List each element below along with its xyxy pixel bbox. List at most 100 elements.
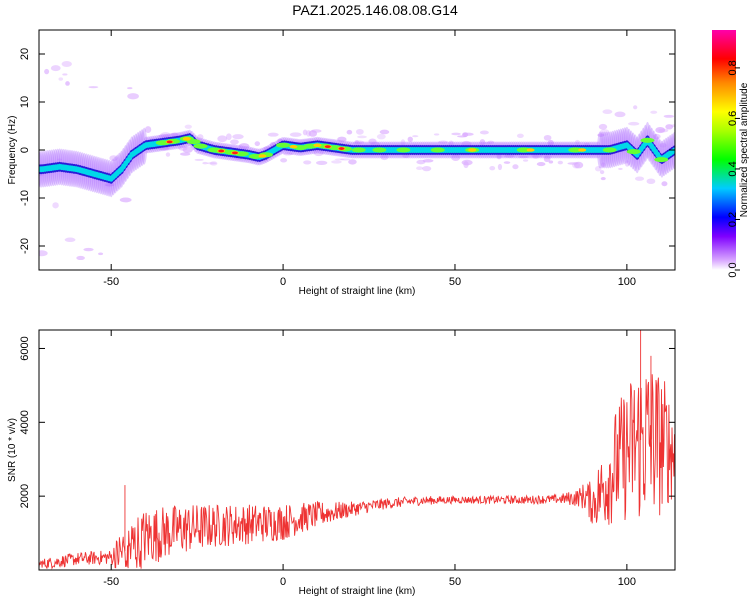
noise-blob [497,163,503,171]
noise-blob [160,132,171,138]
noise-blob [504,154,515,158]
noise-blob [628,121,640,126]
noise-blob [62,73,68,76]
ridge-hotspot-green [276,142,291,148]
noise-blob [463,161,469,169]
noise-blob [64,237,76,243]
ridge-hotspot-green [654,157,669,163]
noise-blob [400,139,406,146]
noise-blob [522,159,529,162]
ridge-hotspot-green [626,149,641,155]
snr-plot: -50 0 50 100 2000 4000 6000 Height of straight … [7,329,676,597]
spectrogram-xtick-label: -50 [103,276,119,288]
noise-blob [487,140,495,144]
noise-blob [368,138,377,145]
noise-blob [618,167,623,170]
noise-blob [232,134,244,140]
noise-blob [170,132,179,137]
noise-blob [315,160,328,165]
noise-blob [655,126,666,134]
noise-blob [670,124,675,128]
noise-blob [597,133,605,137]
noise-blob [659,143,667,148]
noise-blob [109,155,118,162]
noise-blob [543,155,551,163]
noise-blob [624,160,630,167]
spectrogram-ytick-label: 20 [19,48,31,60]
ridge-hotspot-green [602,147,617,153]
noise-blob [194,158,204,161]
noise-blob [206,162,217,165]
ridge-hotspot-green [516,147,531,153]
ridge-hotspot-yellow [578,148,587,152]
noise-blob [601,162,606,168]
snr-ytick-label: 2000 [19,484,31,508]
ridge-hotspot-green [568,147,583,153]
ridge-hotspot-red [218,149,225,153]
noise-blob [574,161,584,169]
ridge-hotspot-green [372,147,387,153]
snr-ytick-label: 6000 [19,336,31,360]
noise-blob [598,123,608,130]
noise-blob [451,132,461,136]
ridge-hotspot-red [338,147,345,150]
noise-blob [547,139,554,146]
spectrogram-ytick-label: -20 [19,238,31,254]
noise-blob [355,128,364,135]
spectrogram-xtick-label: 50 [449,276,461,288]
noise-blob [306,130,311,137]
noise-blob [583,142,590,146]
noise-blob [334,158,345,161]
noise-blob [127,87,133,90]
noise-blob [76,255,85,261]
ridge-hotspot-red [324,145,331,149]
noise-blob [548,160,554,164]
noise-blob [614,111,626,118]
noise-blob [602,109,613,115]
ridge-hotspot-yellow [313,143,322,147]
noise-blob [57,158,63,161]
noise-blob [634,176,645,181]
noise-blob [380,154,389,161]
noise-blob [39,250,48,257]
noise-blob [646,178,656,185]
spectrogram-ylabel: Frequency (Hz) [7,116,18,185]
ridge-hotspot-green [186,139,201,145]
noise-blob [209,161,218,166]
noise-blob [280,158,288,163]
colorbar-label: Normalized spectral amplitude [739,82,750,217]
noise-blob [283,152,294,156]
noise-blob [663,114,675,118]
snr-xtick-label: 100 [618,576,636,588]
noise-blob [158,134,170,139]
noise-blob [302,129,308,136]
noise-blob [599,129,610,136]
noise-blob [50,65,61,72]
noise-blob [489,165,496,171]
noise-blob [557,160,563,165]
noise-blob [357,135,367,139]
noise-blob [352,141,362,145]
noise-blob [433,133,440,136]
noise-blob [340,158,351,161]
noise-blob [379,129,390,135]
chart-title: PAZ1.2025.146.08.08.G14 [292,2,458,18]
ridge-hotspot-yellow [182,137,191,141]
noise-blob [516,133,524,138]
noise-blob [225,133,232,141]
noise-blob [536,162,546,167]
snr-xtick-label: -50 [103,576,119,588]
noise-blob [422,159,434,163]
colorbar-gradient [712,30,736,270]
noise-blob [182,146,193,153]
snr-frame [38,329,676,571]
ridge-hotspot-red [166,140,173,144]
ridge-hotspot-yellow [526,148,535,152]
spectrogram-xtick-label: 100 [618,276,636,288]
noise-blob [661,181,668,187]
noise-blob [202,161,208,165]
noise-blob [496,153,502,160]
noise-blob [422,166,432,172]
